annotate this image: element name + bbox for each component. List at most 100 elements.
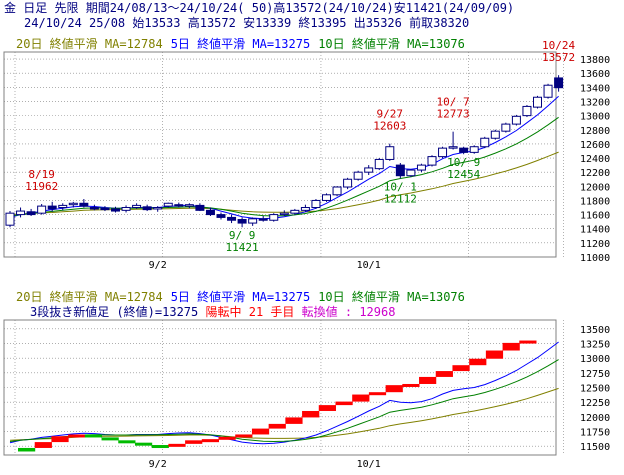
candle-body <box>121 207 131 211</box>
candle-body <box>47 205 57 210</box>
instrument-name: 金 日足 先限 <box>4 1 79 15</box>
candle-body <box>16 210 26 216</box>
candle-body <box>343 178 353 188</box>
candle-body <box>68 202 78 206</box>
y-tick-label: 11800 <box>580 196 610 207</box>
candle-body <box>248 218 258 224</box>
new-price-brick <box>419 376 437 384</box>
candle-body <box>269 214 279 221</box>
new-price-brick <box>51 436 69 443</box>
candle-body <box>459 147 469 153</box>
legend-ma5: 5日 終値平滑 MA=13275 <box>170 290 311 304</box>
candle-body <box>174 204 184 207</box>
period-summary: 期間24/08/13～24/10/24( 50)高13572(24/10/24)… <box>85 1 515 15</box>
annotation-value: 11962 <box>25 180 58 193</box>
y-tick-label: 12600 <box>580 140 610 151</box>
candle-body <box>227 216 237 221</box>
new-price-brick <box>168 443 186 447</box>
candle-body <box>501 123 511 132</box>
new-price-brick <box>218 436 236 440</box>
x-tick-label: 10/1 <box>357 260 381 271</box>
new-price-brick <box>402 383 420 387</box>
y-tick-label: 12000 <box>580 413 610 424</box>
y-tick-label: 11200 <box>580 239 610 250</box>
candle-body <box>258 218 268 221</box>
new-price-brick <box>519 340 537 344</box>
legend-ma10: 10日 終値平滑 MA=13076 <box>318 290 465 304</box>
y-tick-label: 13200 <box>580 97 610 108</box>
new-price-brick <box>118 440 136 444</box>
candle-body <box>427 156 437 166</box>
candle-body <box>5 212 15 226</box>
new-price-brick <box>385 385 403 393</box>
candle-body <box>543 84 553 98</box>
main-panel-frame <box>3 51 557 258</box>
new-price-bar-title: 3段抜き新値足 (終値)=13275 <box>30 305 199 319</box>
candle-body <box>374 158 384 170</box>
candle-body <box>100 207 110 211</box>
new-price-bar-status: 3段抜き新値足 (終値)=13275 陽転中 21 手目 転換値 : 12968 <box>30 305 395 319</box>
new-price-brick <box>485 350 504 359</box>
y-tick-label: 12800 <box>580 126 610 137</box>
candle-body <box>311 199 321 209</box>
legend-ma10: 10日 終値平滑 MA=13076 <box>318 37 465 51</box>
annotation-value: 12454 <box>447 168 480 181</box>
annotation-date: 8/19 <box>28 168 55 181</box>
candle-body <box>511 115 521 125</box>
candle-body <box>195 204 205 211</box>
legend-ma5: 5日 終値平滑 MA=13275 <box>170 37 311 51</box>
y-tick-label: 12250 <box>580 398 610 409</box>
y-tick-label: 12750 <box>580 369 610 380</box>
annotation-date: 9/27 <box>377 108 404 121</box>
annotation-value: 12603 <box>373 120 406 133</box>
candle-body <box>153 207 163 210</box>
new-price-brick <box>34 442 52 448</box>
turn-value: 転換値 : 12968 <box>301 305 396 319</box>
new-price-brick <box>151 445 169 449</box>
new-price-brick <box>84 434 103 438</box>
candle-body <box>332 186 342 196</box>
y-tick-label: 13500 <box>580 325 610 336</box>
candle-body <box>480 137 490 148</box>
legend-ma20: 20日 終値平滑 MA=12784 <box>16 37 163 51</box>
candle-body <box>554 77 564 89</box>
ma10-line <box>9 359 559 443</box>
y-tick-label: 13400 <box>580 83 610 94</box>
candle-body <box>364 167 374 173</box>
new-price-brick <box>335 401 353 406</box>
y-tick-label: 11500 <box>580 442 610 453</box>
candle-body <box>58 204 68 209</box>
new-price-brick <box>101 437 119 441</box>
candle-body <box>37 205 47 214</box>
y-tick-label: 13800 <box>580 55 610 66</box>
new-price-brick <box>185 440 203 444</box>
annotation-date: 10/24 <box>542 39 575 52</box>
candle-body <box>79 202 89 207</box>
candle-body <box>279 212 289 216</box>
candle-body <box>490 130 500 139</box>
candle-body <box>438 147 448 158</box>
y-tick-label: 12400 <box>580 154 610 165</box>
bar-count: 21 手目 <box>248 305 295 319</box>
y-tick-label: 12000 <box>580 182 610 193</box>
ma-legend-top: 20日 終値平滑 MA=12784 5日 終値平滑 MA=13275 10日 終値平… <box>16 37 473 51</box>
y-tick-label: 13000 <box>580 112 610 123</box>
candle-body <box>416 164 426 171</box>
new-price-brick <box>502 342 520 351</box>
candle-body <box>290 209 300 214</box>
candle-body <box>184 204 194 207</box>
candle-body <box>205 209 215 216</box>
ma-legend-bottom: 20日 終値平滑 MA=12784 5日 終値平滑 MA=13275 10日 終値平… <box>16 290 473 304</box>
annotation-value: 11421 <box>226 241 259 254</box>
candle-body <box>216 214 226 218</box>
new-price-brick <box>302 410 320 418</box>
candle-body <box>322 194 331 201</box>
chart-header: 金 日足 先限 期間24/08/13～24/10/24( 50)高13572(2… <box>0 0 624 32</box>
latest-ohlc-summary: 24/10/24 25/08 始13533 高13572 安13339 終133… <box>24 16 470 30</box>
ma5-line <box>9 341 559 445</box>
new-price-brick <box>18 447 36 452</box>
candle-body <box>395 164 405 177</box>
new-price-brick <box>285 417 303 424</box>
new-price-brick <box>201 439 220 443</box>
y-tick-label: 11600 <box>580 211 610 222</box>
